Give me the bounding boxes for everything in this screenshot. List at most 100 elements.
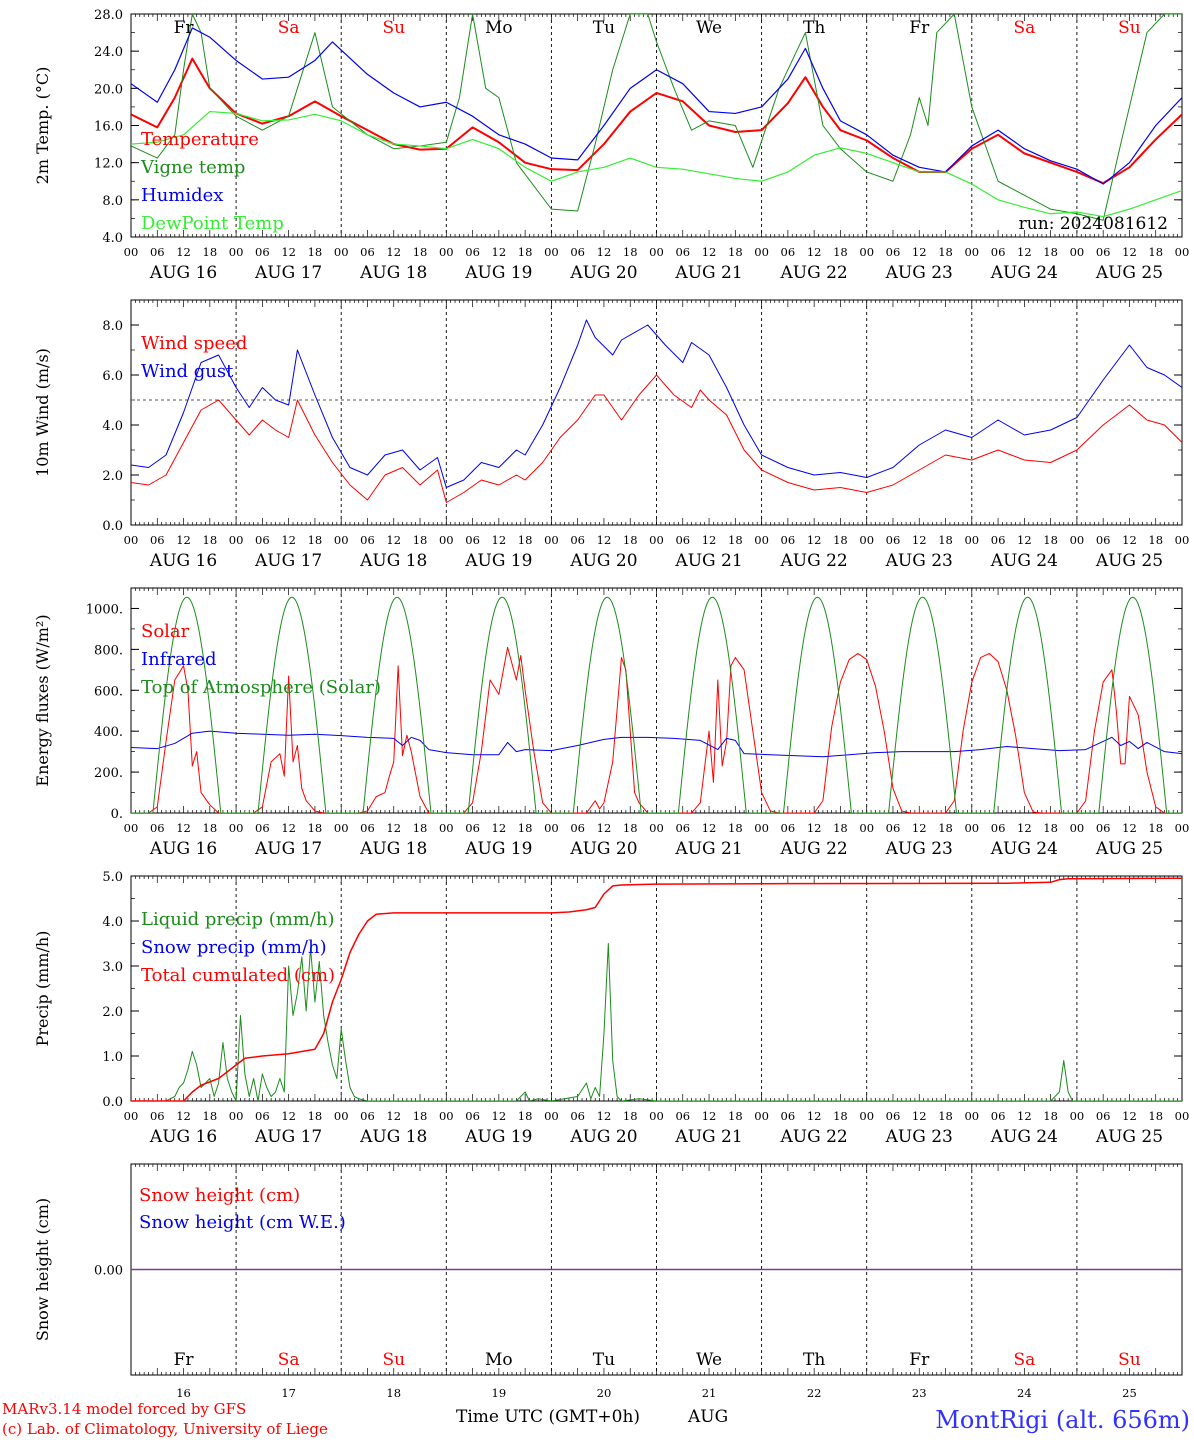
x-hour-label: 06 [781,1109,796,1123]
x-date-label: AUG 21 [674,263,742,283]
day-name-label: Th [803,1350,825,1370]
x-hour-label: 00 [649,533,664,547]
x-date-label: AUG 23 [885,839,953,859]
x-date-label: AUG 16 [149,551,217,571]
x-hour-label: 12 [386,1109,401,1123]
x-hour-label: 06 [465,1109,480,1123]
x-hour-label: 12 [912,1109,927,1123]
y-axis-label: 2m Temp. (°C) [33,67,52,185]
x-hour-label: 06 [781,245,796,259]
x-hour-label: 00 [649,1109,664,1123]
x-hour-label: 00 [754,1109,769,1123]
legend-entry: Vigne temp [140,157,245,178]
y-tick-label: 400. [94,725,123,740]
x-hour-label: 18 [203,533,218,547]
y-axis-label: 10m Wind (m/s) [33,348,52,477]
x-date-label: AUG 23 [885,551,953,571]
series-line-wind-speed [131,374,1182,503]
snow-panel: 0.00 Snow height (cm) Snow height (cm) Snow… [33,1163,1183,1400]
x-hour-label: 18 [1043,821,1058,835]
plot-frame [130,587,1183,814]
day-name-label: Sa [1013,1350,1035,1370]
x-hour-label: 06 [675,1109,690,1123]
x-hour-label: 12 [702,245,717,259]
x-hour-label: 12 [281,245,296,259]
x-hour-label: 12 [492,1109,507,1123]
x-date-label: AUG 24 [990,263,1058,283]
x-hour-label: 00 [334,533,349,547]
x-hour-label: 00 [859,821,874,835]
x-hour-label: 00 [439,533,454,547]
x-hour-label: 00 [439,245,454,259]
x-date-label: AUG 17 [254,263,322,283]
x-hour-label: 00 [334,1109,349,1123]
y-tick-label: 12.0 [94,157,123,172]
x-date-label: AUG 21 [674,1127,742,1147]
x-hour-label: 12 [702,821,717,835]
x-hour-label: 12 [912,821,927,835]
x-date-label: AUG 16 [149,1127,217,1147]
x-date-label: AUG 18 [359,263,427,283]
x-date-label: AUG 19 [464,1127,532,1147]
day-name-label: Su [1118,1350,1141,1370]
legend-entry: Total cumulated (cm) [141,965,335,986]
x-hour-label: 18 [833,821,848,835]
x-hour-label: 18 [728,533,743,547]
x-hour-label: 00 [1175,1109,1190,1123]
x-hour-label: 12 [281,1109,296,1123]
y-tick-label: 200. [94,766,123,781]
x-date-label: AUG 22 [780,839,848,859]
x-hour-label: 12 [492,533,507,547]
x-hour-label: 06 [360,1109,375,1123]
x-hour-label: 12 [386,533,401,547]
x-hour-label: 18 [308,821,323,835]
legend-entry: Wind speed [141,333,247,354]
x-date-label: AUG 19 [464,551,532,571]
x-hour-label: 18 [833,1109,848,1123]
y-tick-label: 8.0 [102,319,123,334]
x-hour-label: 06 [886,245,901,259]
x-hour-label: 12 [1017,533,1032,547]
x-hour-label: 12 [176,821,191,835]
series-line-top-of-atmosphere-solar- [131,596,1182,813]
x-hour-label: 00 [544,533,559,547]
day-name-label: Fr [174,1350,195,1370]
y-tick-label: 0.0 [102,519,123,534]
x-date-label: AUG 22 [780,263,848,283]
y-tick-label: 0.0 [102,1095,123,1110]
x-hour-label: 12 [176,533,191,547]
legend-entry: Liquid precip (mm/h) [141,909,335,930]
x-hour-label: 12 [912,533,927,547]
day-number-label: 23 [912,1386,927,1400]
x-hour-label: 00 [544,821,559,835]
x-date-label: AUG 18 [359,839,427,859]
x-hour-label: 06 [886,533,901,547]
x-date-label: AUG 22 [780,1127,848,1147]
day-name-label: Mo [485,18,513,38]
x-date-label: AUG 25 [1095,263,1163,283]
x-hour-label: 12 [281,533,296,547]
x-hour-label: 00 [754,245,769,259]
x-hour-label: 18 [623,821,638,835]
footer-credit-lab: (c) Lab. of Climatology, University of L… [2,1420,328,1438]
x-hour-label: 12 [912,245,927,259]
x-hour-label: 12 [1122,245,1137,259]
y-tick-label: 4.0 [102,231,123,246]
day-number-label: 19 [492,1386,507,1400]
x-hour-label: 06 [465,245,480,259]
x-hour-label: 18 [728,1109,743,1123]
x-hour-label: 06 [991,1109,1006,1123]
x-hour-label: 18 [728,245,743,259]
legend-entry: Temperature [141,129,259,150]
y-tick-label: 1000. [86,602,123,617]
x-date-label: AUG 19 [464,263,532,283]
legend-entry: Infrared [141,649,216,670]
x-hour-label: 00 [1070,1109,1085,1123]
x-date-label: AUG 19 [464,839,532,859]
x-hour-label: 00 [859,1109,874,1123]
x-hour-label: 00 [964,533,979,547]
y-tick-label: 800. [94,643,123,658]
day-name-label: Su [382,18,405,38]
y-tick-label: 16.0 [94,120,123,135]
x-hour-label: 12 [281,821,296,835]
